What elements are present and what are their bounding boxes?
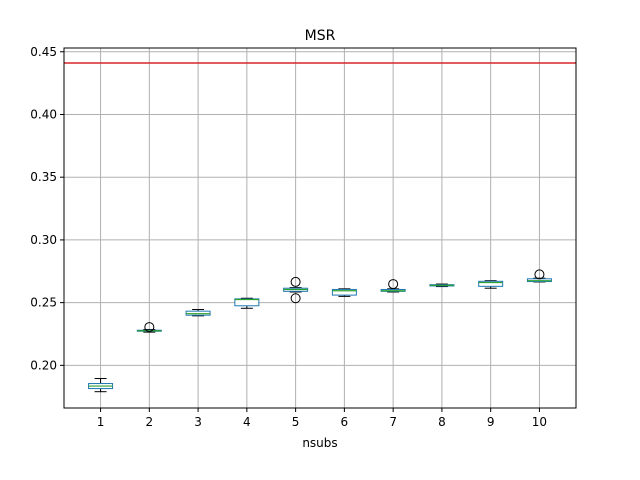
x-tick-label: 2 [146,415,154,429]
outlier-point [144,322,155,333]
axes-frame [63,47,577,409]
box-8 [429,283,455,288]
box-3 [185,309,211,317]
box-4 [234,297,260,309]
y-tick-label: 0.40 [30,107,57,121]
x-tick-label: 9 [487,415,495,429]
outlier-point [388,279,399,290]
y-tick-label: 0.35 [30,170,57,184]
box-10 [526,269,552,283]
grid [64,48,576,408]
outlier-point [290,293,301,304]
box-body [234,298,260,307]
x-tick-label: 8 [438,415,446,429]
box-9 [478,280,504,289]
chart-title: MSR [305,28,336,44]
box-1 [88,378,114,393]
y-tick-label: 0.25 [30,296,57,310]
box-6 [331,288,357,297]
x-tick-label: 7 [389,415,397,429]
boxes [88,269,552,393]
x-tick-label: 5 [292,415,300,429]
y-tick-label: 0.20 [30,358,57,372]
outlier-point [534,269,545,280]
x-tick-label: 4 [243,415,251,429]
x-tick-label: 3 [194,415,202,429]
ticks: 1 2 3 4 5 6 7 8 9 10 0.20 0.25 0.30 0.35 0.40 0.45 [30,45,547,429]
box-7 [380,279,406,293]
box-body [478,280,504,287]
outlier-point [290,276,301,287]
x-axis-label: nsubs [302,436,337,450]
y-tick-label: 0.45 [30,45,57,59]
y-tick-label: 0.30 [30,233,57,247]
x-tick-label: 1 [97,415,105,429]
box-2 [136,322,162,333]
box-body [331,288,357,296]
box-5 [283,276,309,304]
x-tick-label: 6 [341,415,349,429]
x-tick-label: 10 [532,415,547,429]
